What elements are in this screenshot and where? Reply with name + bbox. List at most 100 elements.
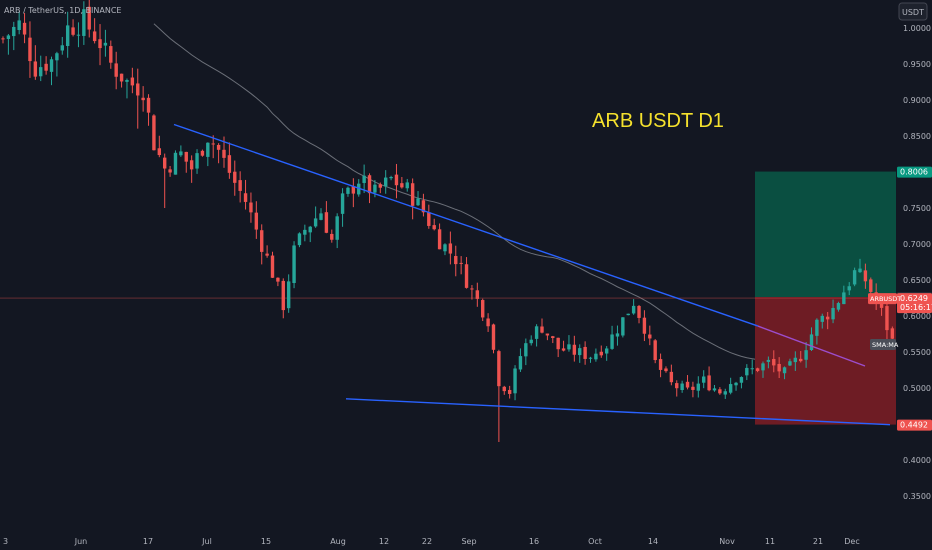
candle-body	[518, 356, 523, 370]
time-axis[interactable]: 3 Jun 17 Jul 15 Aug 12 22 Sep 16 Oct 14 Nov 11 21 Dec	[3, 537, 860, 546]
candle-body	[777, 363, 781, 372]
candle-body	[319, 213, 323, 220]
candle-body	[362, 175, 366, 183]
candle-body	[163, 157, 167, 169]
candle-body	[470, 288, 474, 290]
candle-body	[766, 359, 771, 362]
candle-body	[340, 193, 345, 214]
candle-body	[265, 253, 269, 256]
candle-body	[206, 142, 210, 157]
x-tick-label: Nov	[719, 537, 735, 546]
candle-body	[357, 183, 361, 195]
x-tick-label: 17	[143, 537, 153, 546]
y-tick-label: 0.3500	[903, 492, 931, 501]
trendline-projection[interactable]	[757, 325, 866, 367]
x-tick-label: 3	[3, 537, 8, 546]
y-tick-label: 0.8500	[903, 132, 931, 141]
lower-trendline[interactable]	[345, 398, 891, 426]
y-tick-label: 0.6000	[903, 312, 931, 321]
y-tick-label: 0.9500	[903, 60, 931, 69]
candle-body	[168, 169, 172, 173]
candle-body	[276, 277, 280, 282]
candle-body	[227, 155, 232, 173]
candle-body	[179, 151, 183, 156]
candle-body	[130, 77, 135, 86]
candle-body	[49, 59, 54, 72]
candle-body	[55, 53, 59, 61]
candle-body	[551, 336, 555, 338]
candle-body	[1, 38, 5, 40]
candle-body	[44, 63, 48, 71]
x-tick-label: Dec	[844, 537, 859, 546]
x-tick-label: 11	[765, 537, 775, 546]
candle-body	[189, 160, 194, 170]
symbol-name-tag[interactable]: ARBUSDT	[868, 293, 901, 305]
candle-body	[836, 303, 841, 310]
candle-body	[330, 233, 334, 240]
candle-body	[443, 244, 447, 252]
candle-body	[680, 383, 684, 391]
candle-body	[222, 149, 226, 158]
stop-price-tag[interactable]: 0.4492	[897, 419, 932, 431]
x-tick-label: 16	[529, 537, 539, 546]
candle-body	[308, 226, 312, 233]
candle-body	[238, 180, 242, 191]
candle-body	[890, 328, 895, 339]
candle-body	[303, 229, 307, 235]
target-price-tag[interactable]: 0.8006	[897, 166, 932, 178]
y-tick-label: 1.0000	[903, 24, 931, 33]
loss-zone[interactable]	[755, 297, 896, 425]
candle-body	[437, 229, 442, 250]
candle-body	[782, 367, 787, 374]
candle-body	[578, 348, 582, 356]
stop-price-tag-text: 0.4492	[900, 421, 928, 430]
chart-annotation: ARB USDT D1	[592, 110, 724, 132]
candle-body	[513, 368, 517, 394]
candle-body	[286, 281, 291, 309]
candle-body	[211, 143, 215, 145]
candle-body	[842, 292, 846, 305]
y-tick-label: 0.4000	[903, 456, 931, 465]
candle-body	[815, 319, 819, 336]
candle-body	[17, 20, 21, 31]
price-axis[interactable]	[896, 0, 932, 550]
candle-body	[173, 152, 178, 175]
candle-body	[146, 97, 151, 113]
candle-body	[87, 6, 91, 30]
candle-body	[6, 35, 11, 39]
candle-body	[351, 186, 356, 194]
candle-body	[799, 358, 803, 362]
candle-body	[389, 177, 393, 179]
y-tick-label: 0.5500	[903, 348, 931, 357]
profit-zone[interactable]	[755, 171, 896, 298]
candle-body	[712, 388, 717, 391]
candle-body	[561, 348, 566, 351]
candle-body	[707, 375, 711, 391]
upper-trendline[interactable]	[173, 123, 759, 327]
candle-body	[734, 382, 738, 386]
plot-area[interactable]	[0, 0, 932, 442]
candle-body	[405, 182, 409, 189]
symbol-header[interactable]: ARB / TetherUS, 1D, BINANCE	[4, 6, 121, 15]
candle-body	[22, 22, 27, 35]
candle-body	[572, 344, 577, 355]
candle-body	[772, 358, 776, 366]
candle-body	[788, 361, 792, 366]
candle-body	[809, 334, 814, 351]
currency-button[interactable]: USDT	[898, 2, 928, 21]
x-tick-label: Jul	[201, 537, 212, 546]
target-price-tag-text: 0.8006	[900, 168, 928, 177]
sma-label-tag[interactable]: SMA:MA	[870, 339, 899, 350]
candle-body	[685, 381, 690, 388]
candle-body	[12, 26, 16, 37]
candle-body	[65, 25, 70, 46]
candle-body	[745, 367, 749, 376]
candle-body	[114, 63, 118, 77]
y-tick-label: 0.6500	[903, 276, 931, 285]
candle-body	[103, 42, 108, 46]
candle-body	[195, 153, 199, 169]
candle-body	[755, 368, 760, 371]
candle-body	[718, 389, 722, 394]
